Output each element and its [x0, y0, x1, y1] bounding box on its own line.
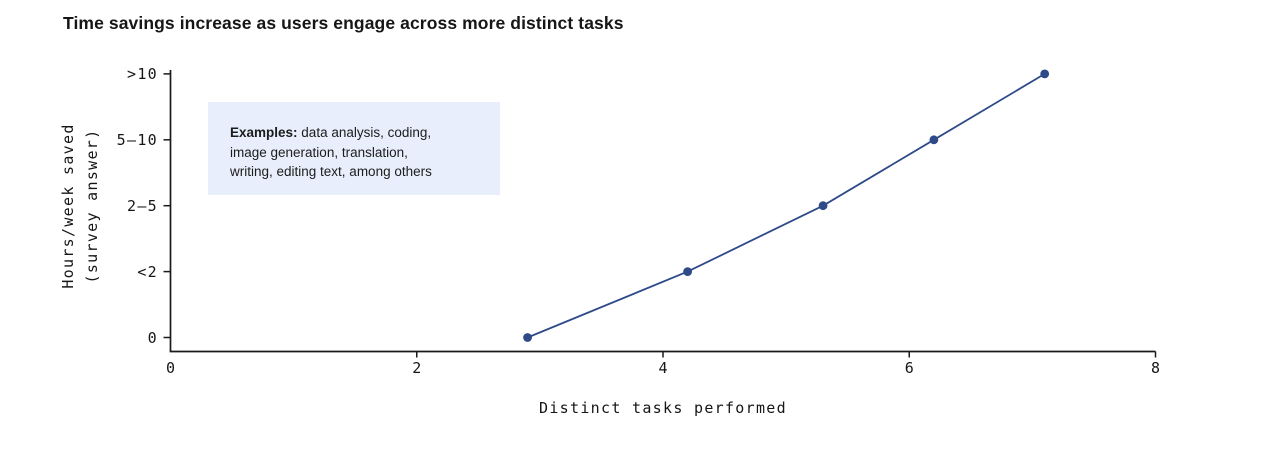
y-tick-label: <2: [137, 262, 158, 281]
annotation-text: data analysis, coding,: [297, 125, 432, 140]
chart-title: Time savings increase as users engage ac…: [63, 13, 624, 33]
annotation-bold-label: Examples:: [230, 125, 298, 140]
data-point: [523, 333, 532, 342]
data-point: [929, 135, 939, 145]
data-point: [683, 267, 693, 276]
annotation-line: image generation, translation,: [230, 143, 490, 163]
x-tick-label: 0: [165, 359, 176, 377]
data-line: [527, 73, 1046, 339]
data-point: [1040, 69, 1050, 79]
y-tick-label: >10: [127, 64, 158, 83]
x-tick-label: 6: [904, 359, 914, 377]
annotation-line: writing, editing text, among others: [230, 162, 490, 182]
x-tick-label: 4: [658, 359, 668, 377]
y-tick-label: 0: [147, 328, 158, 347]
data-point: [818, 201, 828, 211]
y-tick-label: 2–5: [127, 196, 158, 215]
y-tick-label: 5–10: [116, 130, 158, 149]
annotation-text: image generation, translation,: [230, 144, 408, 160]
x-axis-label: Distinct tasks performed: [539, 399, 787, 417]
annotation-line: Examples: data analysis, coding,: [230, 123, 490, 143]
annotation-text: writing, editing text, among others: [230, 164, 432, 179]
x-tick-label: 8: [1150, 359, 1161, 377]
examples-annotation: Examples: data analysis, coding, image g…: [208, 102, 500, 195]
x-tick-label: 2: [412, 359, 422, 377]
